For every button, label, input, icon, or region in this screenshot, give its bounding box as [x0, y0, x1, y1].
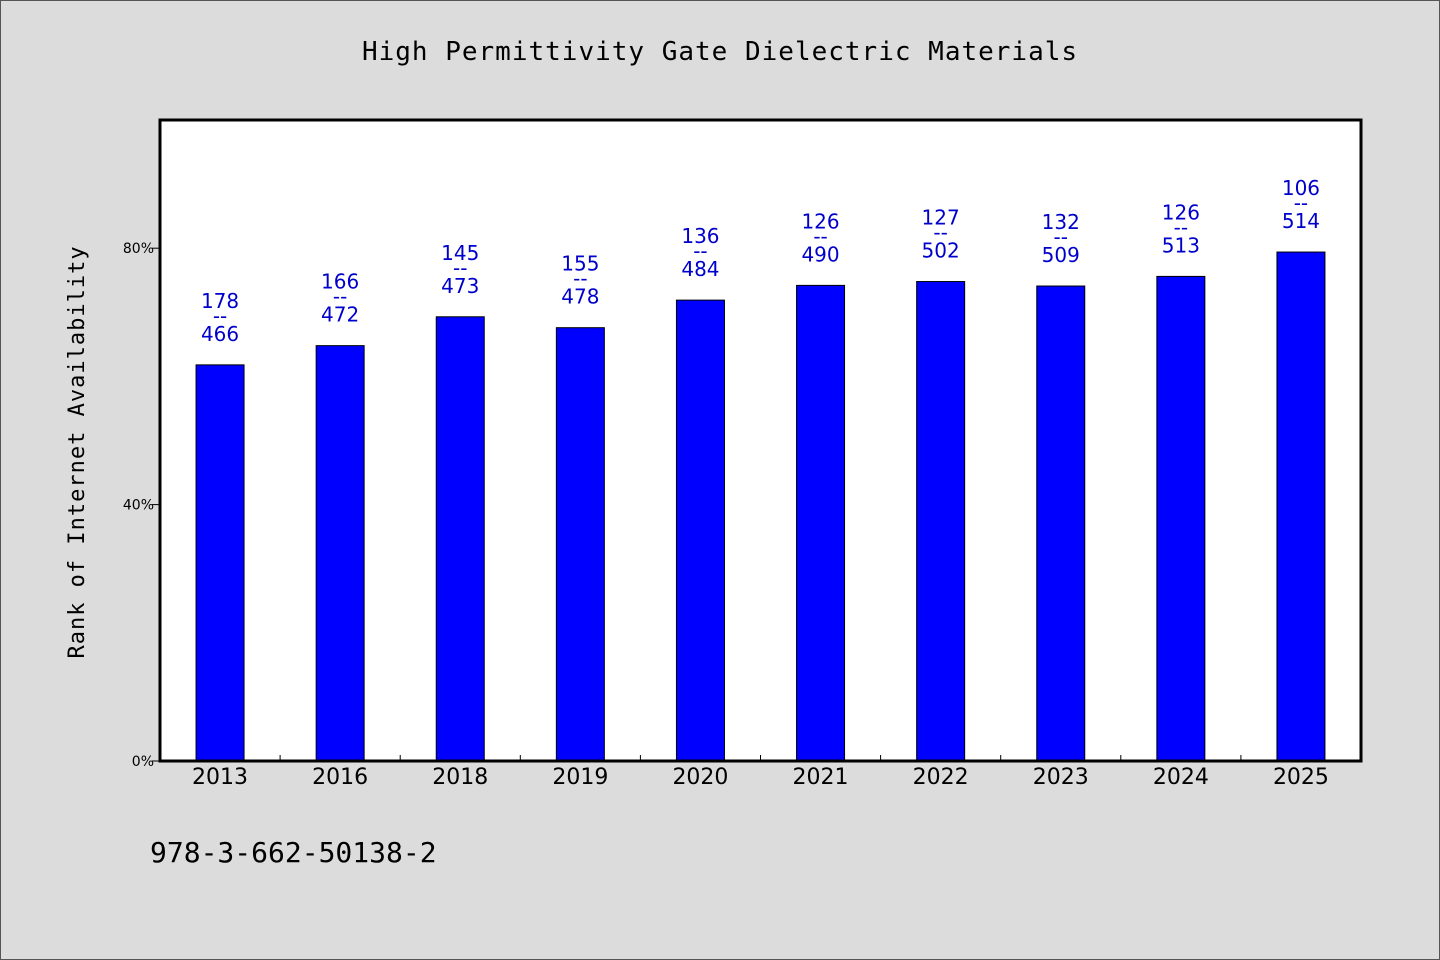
data-label-top: 178 [201, 289, 239, 313]
data-label-bottom: 466 [201, 322, 239, 346]
bar-2023 [1036, 285, 1086, 762]
x-tick-label: 2023 [1033, 765, 1089, 790]
data-label-bottom: 478 [561, 285, 599, 309]
data-label-top: 106 [1282, 176, 1320, 200]
data-label-separator: -- [453, 256, 467, 280]
y-tick-label: 40% [123, 498, 154, 514]
bar-2025 [1276, 251, 1326, 762]
data-label-top: 166 [321, 270, 359, 294]
bar-2022 [916, 281, 966, 762]
data-label-separator: -- [1054, 225, 1068, 249]
data-label-bottom: 509 [1042, 243, 1080, 267]
data-labels-group: 178--466166--472145--473155--478136--484… [201, 176, 1320, 346]
chart-title: High Permittivity Gate Dielectric Materi… [362, 37, 1078, 67]
data-label-separator: -- [933, 221, 947, 245]
x-tick-label: 2018 [432, 765, 488, 790]
data-label-separator: -- [333, 285, 347, 309]
data-label-bottom: 514 [1282, 209, 1320, 233]
data-label-bottom: 490 [801, 242, 839, 266]
bar-2013 [195, 364, 245, 762]
footnote-isbn: 978-3-662-50138-2 [150, 836, 437, 869]
data-label-separator: -- [1174, 215, 1188, 239]
bar-2024 [1156, 275, 1206, 762]
x-tick-label: 2013 [192, 765, 248, 790]
data-label-separator: -- [213, 304, 227, 328]
y-tick-label: 80% [123, 241, 154, 257]
y-axis-label: Rank of Internet Availability [65, 245, 90, 658]
data-label-separator: -- [1294, 191, 1308, 215]
data-label-top: 127 [922, 206, 960, 230]
bar-2020 [675, 299, 725, 762]
x-tick-label: 2016 [312, 765, 368, 790]
x-tick-label: 2019 [552, 765, 608, 790]
data-label-top: 155 [561, 252, 599, 276]
bar-2021 [796, 284, 846, 762]
bar-2016 [315, 345, 365, 762]
data-label-bottom: 513 [1162, 233, 1200, 257]
x-tick-label: 2020 [672, 765, 728, 790]
data-label-top: 136 [681, 224, 719, 248]
data-label-bottom: 473 [441, 274, 479, 298]
data-label-bottom: 502 [922, 239, 960, 263]
data-label-bottom: 484 [681, 257, 719, 281]
axis-ticks: 0% 40% 80% 2013 2016 2018 2019 2020 2021 2022 2023… [123, 241, 1329, 790]
data-label-separator: -- [693, 239, 707, 263]
x-tick-label: 2021 [793, 765, 849, 790]
x-tick-label: 2025 [1273, 765, 1329, 790]
data-label-separator: -- [813, 224, 827, 248]
x-tick-label: 2024 [1153, 765, 1209, 790]
data-label-bottom: 472 [321, 303, 359, 327]
data-label-separator: -- [573, 267, 587, 291]
data-label-top: 132 [1042, 210, 1080, 234]
bar-2019 [555, 327, 605, 762]
x-tick-label: 2022 [913, 765, 969, 790]
plot-border [158, 118, 1363, 763]
bars-group [195, 251, 1326, 762]
y-tick-label: 0% [132, 754, 154, 770]
data-label-top: 126 [801, 209, 839, 233]
bar-2018 [435, 316, 485, 762]
data-label-top: 126 [1162, 200, 1200, 224]
data-label-top: 145 [441, 241, 479, 265]
